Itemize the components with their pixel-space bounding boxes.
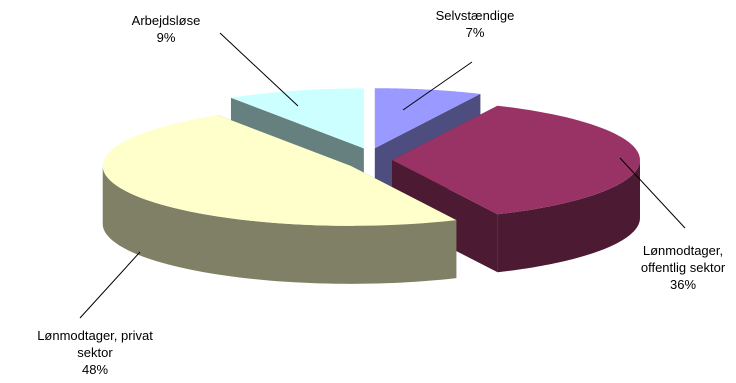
slice-label-3-0: Arbejdsløse — [132, 13, 201, 28]
slice-value-label-2: 48% — [82, 362, 108, 377]
pie-slices — [102, 88, 640, 284]
leader-line-1 — [619, 157, 686, 229]
leader-line-3 — [219, 32, 299, 107]
slice-label-2-0: Lønmodtager, privat — [37, 328, 153, 343]
pie-slice-side-2-0 — [102, 165, 457, 284]
slice-value-label-0: 7% — [466, 25, 485, 40]
slice-label-1-0: Lønmodtager, — [643, 243, 723, 258]
leader-line-2 — [79, 251, 141, 319]
pie-slice-top-2 — [102, 115, 457, 226]
slice-labels: Selvstændige 7% Lønmodtager, offentlig sekt… — [37, 8, 726, 377]
pie-slice-side-1-0 — [497, 160, 640, 273]
pie-slice-top-0 — [374, 88, 481, 149]
leader-lines — [79, 32, 686, 319]
pie-slice-top-1 — [392, 105, 640, 215]
pie-slice-1 — [392, 105, 640, 273]
pie-slice-2 — [102, 115, 457, 284]
slice-label-2-1: sektor — [77, 345, 113, 360]
slice-value-label-1: 36% — [670, 277, 696, 292]
pie-slice-top-3 — [230, 88, 364, 149]
slice-label-0-0: Selvstændige — [436, 8, 515, 23]
leader-line-0 — [402, 61, 473, 111]
slice-value-label-3: 9% — [157, 30, 176, 45]
slice-label-1-1: offentlig sektor — [641, 260, 726, 275]
